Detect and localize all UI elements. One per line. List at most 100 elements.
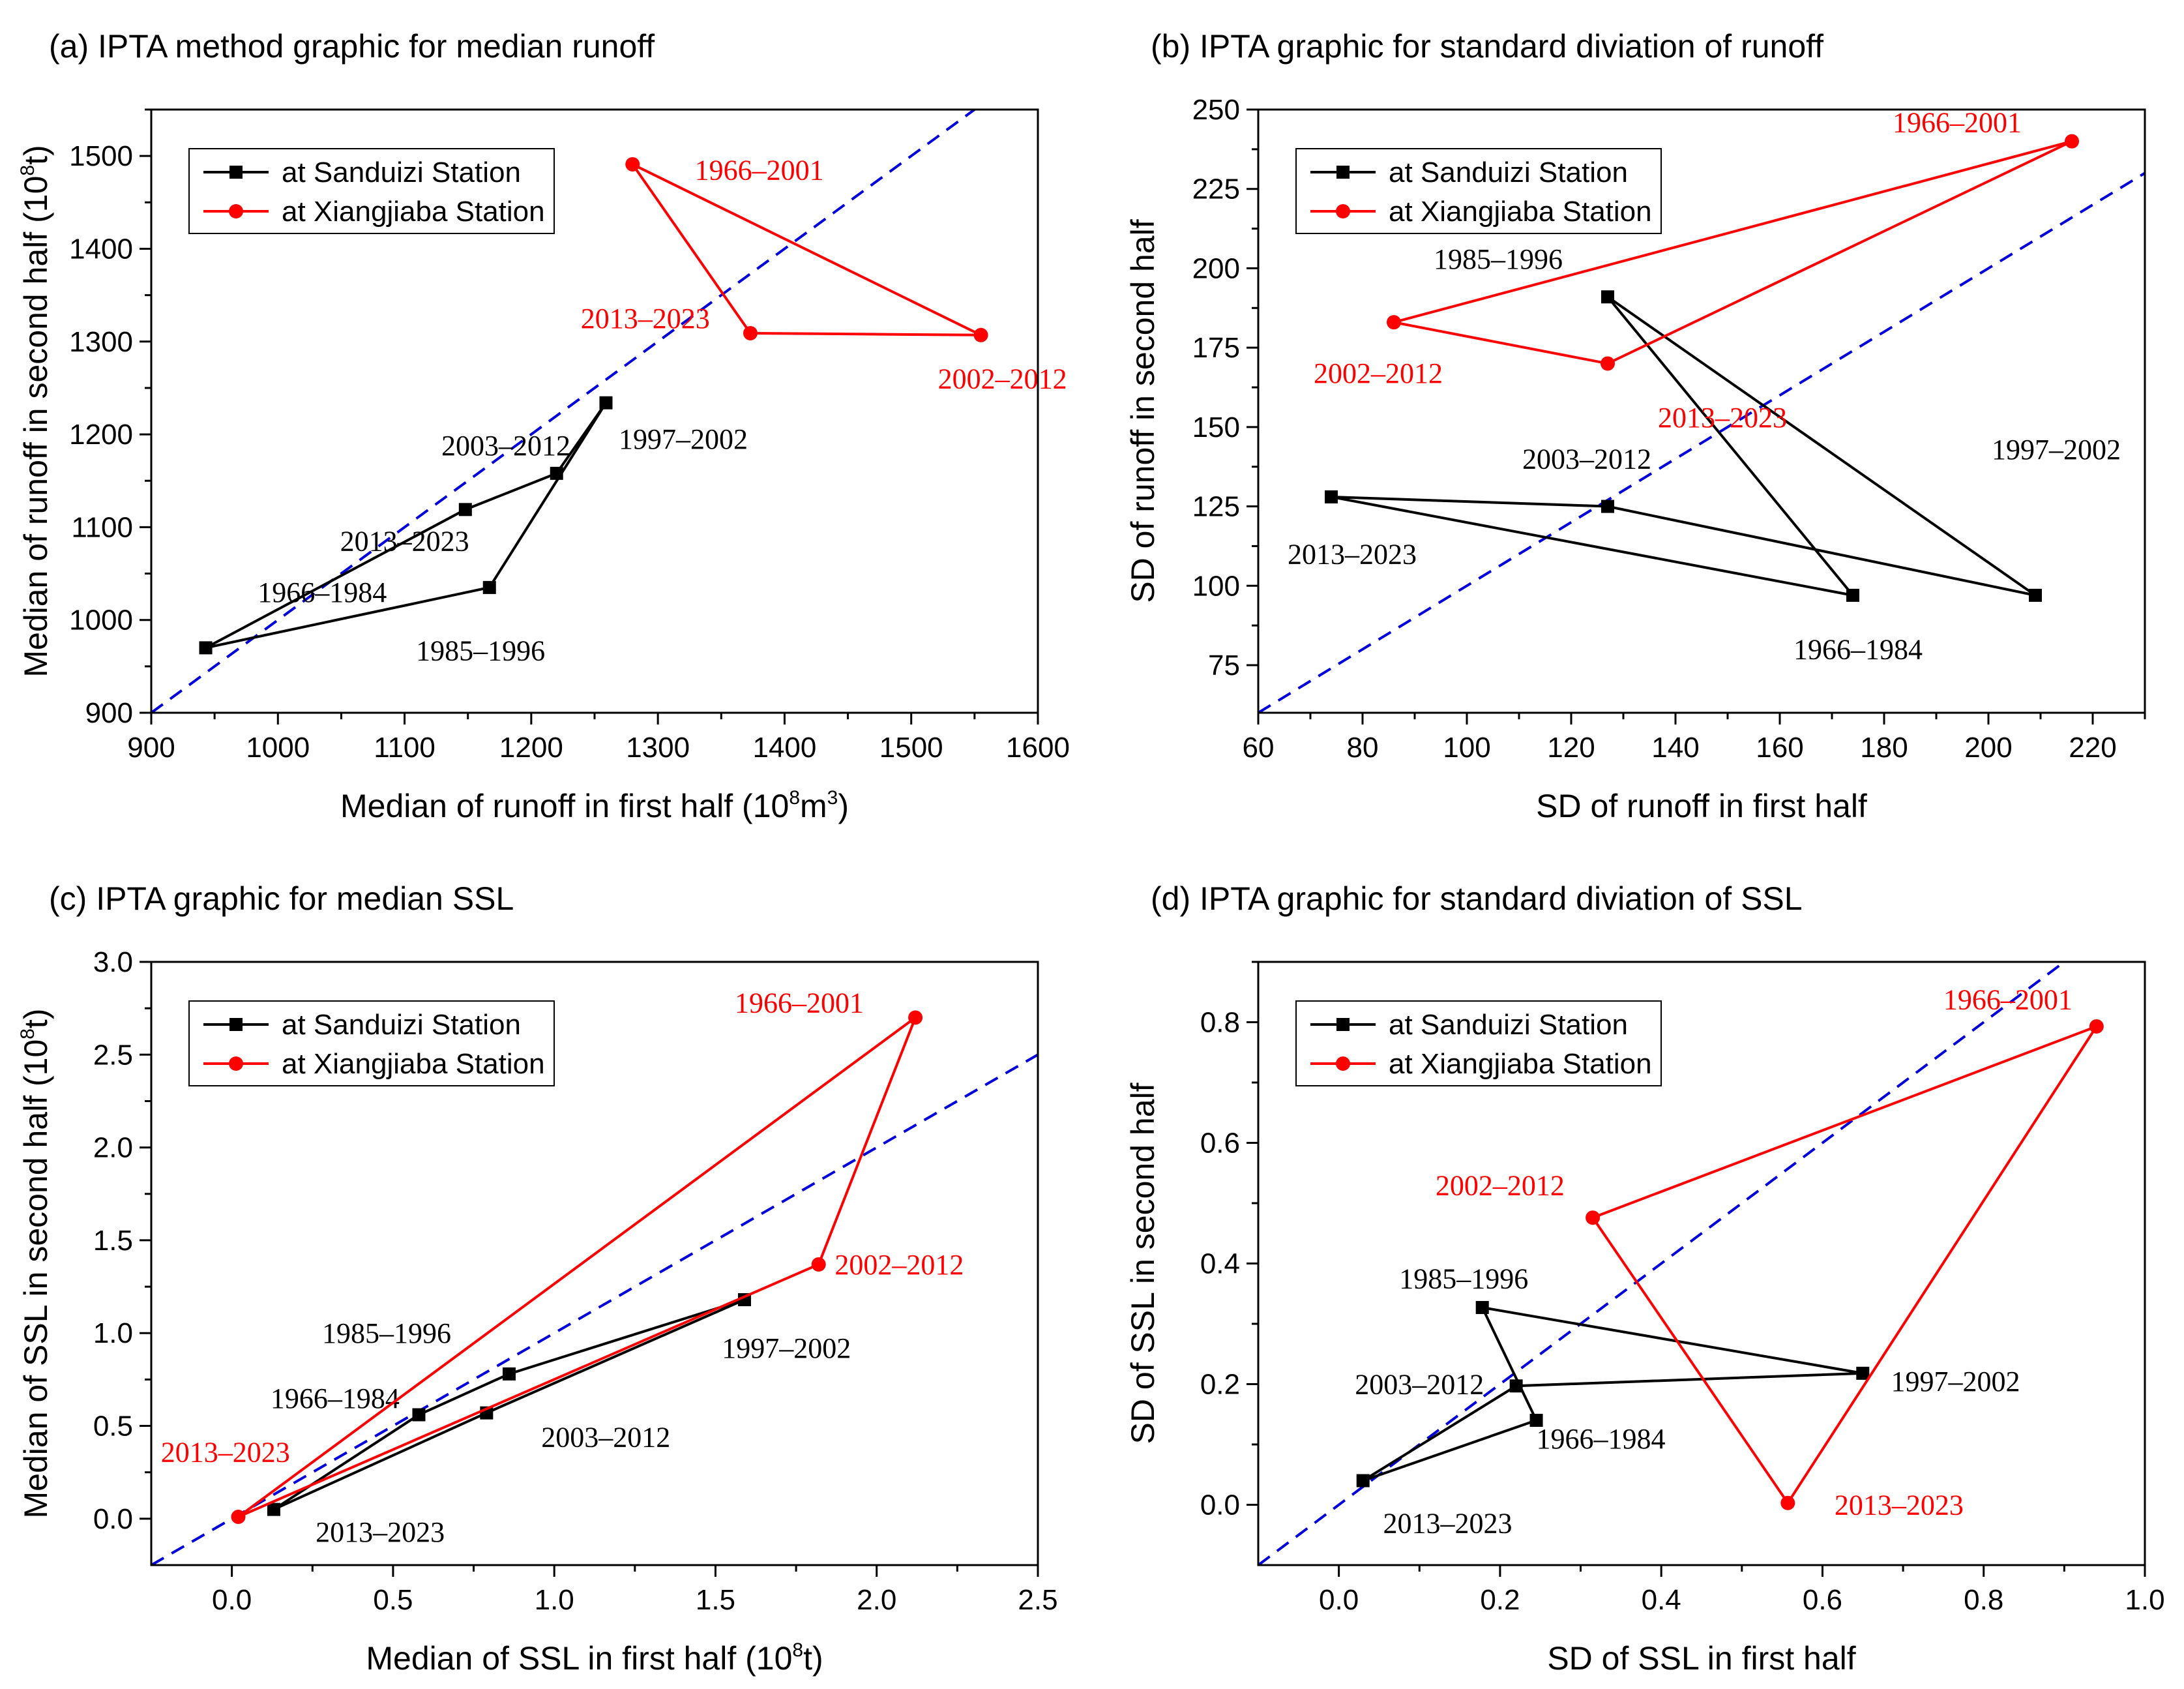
data-label: 1966–1984 — [258, 576, 387, 608]
x-tick-label: 220 — [2069, 732, 2116, 764]
series-line — [631, 163, 982, 336]
x-tick-label: 140 — [1651, 732, 1699, 764]
y-tick-label: 200 — [1192, 252, 1240, 284]
chart-title: (b) IPTA graphic for standard diviation … — [1151, 28, 1823, 65]
series-xiangjiaba: 1966–2001 2002–2012 2013–2023 — [1314, 106, 2079, 434]
data-point — [599, 396, 613, 410]
chart-title: (d) IPTA graphic for standard diviation … — [1151, 880, 1803, 917]
data-point — [502, 1367, 516, 1381]
plot-frame — [1257, 108, 2146, 714]
data-label: 2003–2012 — [541, 1422, 670, 1454]
data-label: 1966–1984 — [1793, 634, 1923, 666]
data-point — [2089, 1019, 2104, 1034]
legend-marker — [1336, 166, 1350, 179]
series-line — [1591, 1025, 2098, 1506]
series-xiangjiaba: 1966–2001 2002–2012 2013–2023 — [161, 987, 964, 1524]
series-xiangjiaba: 1966–2001 2002–2012 2013–2023 — [581, 155, 1067, 395]
x-tick-label: 0.6 — [1803, 1584, 1842, 1616]
panel-d: (d) IPTA graphic for standard diviation … — [1125, 880, 2165, 1677]
data-point — [908, 1010, 923, 1025]
legend-marker — [1336, 1056, 1350, 1071]
y-tick-label: 150 — [1192, 411, 1240, 443]
plot-frame — [150, 108, 1039, 714]
y-tick-label: 3.0 — [93, 946, 133, 978]
x-axis-label: SD of SSL in first half — [1547, 1640, 1855, 1677]
data-label: 1997–2002 — [722, 1332, 851, 1364]
data-label: 2003–2012 — [441, 430, 570, 462]
data-point — [1846, 588, 1859, 602]
y-tick-label: 75 — [1208, 650, 1240, 681]
x-tick-label: 1100 — [374, 732, 435, 764]
y-tick-label: 225 — [1192, 173, 1240, 205]
series-sanduizi: 1966–1984 1985–1996 1997–2002 2003–2012 2013… — [267, 1293, 851, 1548]
legend-label: at Xiangjiaba Station — [1389, 196, 1652, 228]
y-tick-label: 1300 — [69, 326, 133, 358]
series-line — [1362, 1306, 1863, 1482]
series-line — [237, 1016, 917, 1518]
legend-label: at Sanduizi Station — [1389, 157, 1628, 188]
data-label: 2013–2023 — [340, 526, 469, 558]
data-point — [550, 466, 563, 480]
legend-marker — [229, 204, 243, 218]
x-tick-label: 0.5 — [373, 1584, 413, 1616]
y-tick-label: 0.0 — [1200, 1489, 1240, 1521]
y-axis-label: SD of SSL in second half — [1125, 1083, 1161, 1444]
x-tick-label: 1000 — [246, 732, 310, 764]
chart-title: (a) IPTA method graphic for median runof… — [49, 28, 655, 65]
data-point — [973, 327, 988, 342]
x-tick-label: 160 — [1756, 732, 1803, 764]
x-tick-label: 1.0 — [535, 1584, 574, 1616]
x-tick-label: 0.2 — [1480, 1584, 1520, 1616]
y-tick-label: 1.5 — [93, 1225, 133, 1257]
data-label: 1985–1996 — [322, 1317, 451, 1349]
x-tick-label: 180 — [1860, 732, 1908, 764]
data-point — [811, 1257, 826, 1272]
data-label: 1966–1984 — [271, 1383, 400, 1414]
data-point — [2065, 134, 2079, 149]
data-label: 2013–2023 — [1288, 539, 1417, 571]
data-label: 1985–1996 — [1434, 243, 1563, 275]
x-axis-label: Median of SSL in first half (108t) — [366, 1639, 823, 1677]
x-tick-label: 200 — [1964, 732, 2012, 764]
x-tick-label: 900 — [127, 732, 175, 764]
legend-label: at Xiangjiaba Station — [282, 1048, 545, 1080]
y-tick-label: 1.0 — [93, 1317, 133, 1349]
data-label: 2013–2023 — [316, 1516, 445, 1548]
data-label: 2002–2012 — [834, 1249, 964, 1281]
data-label: 1997–2002 — [1891, 1366, 2020, 1398]
y-tick-label: 0.8 — [1200, 1007, 1240, 1039]
legend-box — [1295, 1000, 1662, 1086]
data-label: 2003–2012 — [1522, 443, 1651, 475]
x-tick-label: 1400 — [752, 732, 816, 764]
y-tick-label: 0.5 — [93, 1411, 133, 1442]
legend-box — [1295, 148, 1662, 234]
legend-label: at Xiangjiaba Station — [282, 196, 545, 228]
y-tick-label: 2.5 — [93, 1039, 133, 1071]
data-point — [1387, 315, 1401, 330]
y-tick-label: 250 — [1192, 94, 1240, 126]
panel-b: (b) IPTA graphic for standard diviation … — [1125, 28, 2146, 824]
legend-box — [188, 1000, 555, 1086]
y-tick-label: 2.0 — [93, 1132, 133, 1164]
legend-marker — [1336, 1018, 1350, 1031]
reference-line — [1258, 962, 2067, 1565]
x-tick-label: 0.0 — [1319, 1584, 1359, 1616]
x-tick-label: 120 — [1547, 732, 1595, 764]
data-label: 1966–2001 — [735, 987, 864, 1019]
x-tick-label: 1.5 — [696, 1584, 735, 1616]
legend-label: at Sanduizi Station — [282, 157, 521, 188]
data-label: 2013–2023 — [1835, 1489, 1964, 1521]
data-point — [1586, 1210, 1601, 1225]
y-axis-label: Median of runoff in second half (108t) — [17, 145, 54, 677]
x-tick-label: 1300 — [626, 732, 690, 764]
data-point — [1856, 1366, 1870, 1380]
legend: at Sanduizi Station at Xiangjiaba Station — [1295, 1000, 1662, 1086]
x-tick-label: 0.8 — [1964, 1584, 2003, 1616]
data-label: 1966–2001 — [1943, 983, 2073, 1015]
data-point — [1475, 1301, 1489, 1315]
series-sanduizi: 1966–1984 1985–1996 1997–2002 2003–2012 2013… — [199, 396, 748, 667]
x-tick-label: 0.0 — [212, 1584, 252, 1616]
series-line — [205, 402, 608, 650]
x-tick-label: 1200 — [499, 732, 563, 764]
